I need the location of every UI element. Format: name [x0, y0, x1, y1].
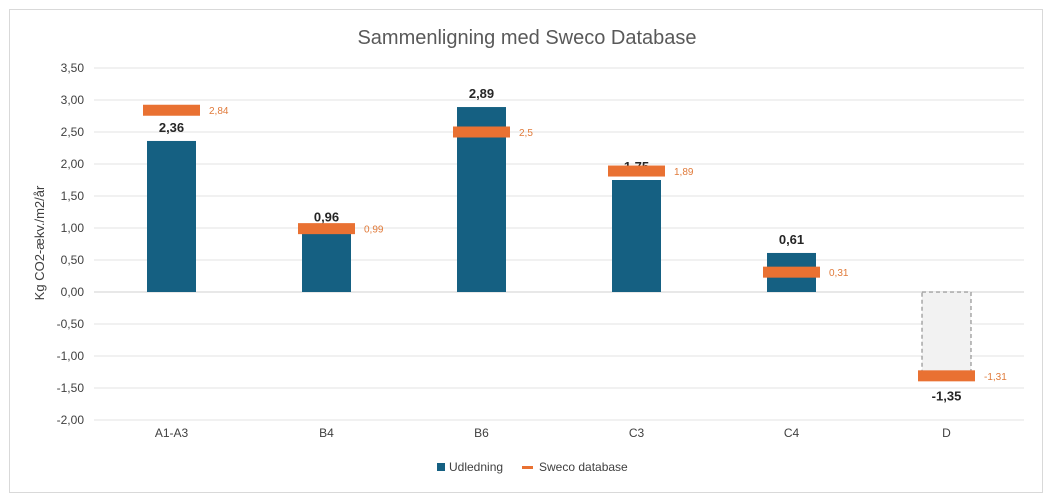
marker-sweco-database: [918, 370, 975, 382]
y-tick-label: -0,50: [57, 317, 85, 331]
data-label-udledning: 0,96: [314, 210, 339, 225]
marker-sweco-database: [453, 126, 510, 138]
marker-sweco-database: [143, 104, 200, 116]
chart-frame: Sammenligning med Sweco Database Kg CO2-…: [9, 9, 1043, 493]
data-label-sweco-database: 2,84: [209, 106, 229, 117]
chart-svg: Sammenligning med Sweco Database Kg CO2-…: [32, 27, 1024, 474]
x-tick-label: C4: [784, 426, 800, 440]
y-tick-label: -1,50: [57, 381, 85, 395]
y-tick-label: 0,00: [61, 285, 85, 299]
data-label-sweco-database: 1,89: [674, 167, 694, 178]
data-label-sweco-database: 2,5: [519, 128, 533, 139]
y-tick-label: 1,50: [61, 189, 85, 203]
legend-label-sweco-database: Sweco database: [539, 460, 628, 474]
y-axis-title: Kg CO2-ækv./m2/år: [32, 185, 47, 300]
x-tick-labels: A1-A3 B4 B6 C3 C4 D: [155, 426, 951, 440]
y-tick-label: 2,50: [61, 125, 85, 139]
chart-title: Sammenligning med Sweco Database: [357, 27, 696, 49]
legend-swatch-sweco-database: [522, 466, 533, 469]
data-label-udledning: 2,36: [159, 120, 184, 135]
data-label-udledning: 2,89: [469, 86, 494, 101]
y-tick-label: 2,00: [61, 157, 85, 171]
x-tick-label: C3: [629, 426, 645, 440]
x-tick-label: A1-A3: [155, 426, 189, 440]
marker-sweco-database: [298, 223, 355, 235]
x-tick-label: B4: [319, 426, 334, 440]
legend-swatch-udledning: [437, 463, 445, 471]
legend: Udledning Sweco database: [437, 460, 628, 474]
gridlines: [94, 67, 1024, 421]
y-tick-label: 1,00: [61, 221, 85, 235]
bar-udledning: [457, 107, 506, 292]
marker-sweco-database: [763, 266, 820, 278]
bar-udledning: [147, 140, 196, 292]
y-tick-label: -1,00: [57, 349, 85, 363]
data-label-sweco-database: 0,31: [829, 268, 849, 279]
y-tick-label: -2,00: [57, 413, 85, 427]
markers-sweco-database: 2,84 0,99 2,5 1,89 0,31 -1,31: [143, 104, 1007, 383]
y-tick-labels: 3,50 3,00 2,50 2,00 1,50 1,00 0,50 0,00 -0,50 -1,…: [57, 61, 85, 427]
bar-udledning: [612, 180, 661, 292]
legend-label-udledning: Udledning: [449, 460, 503, 474]
x-tick-label: B6: [474, 426, 489, 440]
y-tick-label: 0,50: [61, 253, 85, 267]
bar-udledning: [302, 230, 351, 292]
y-tick-label: 3,00: [61, 93, 85, 107]
data-label-sweco-database: 0,99: [364, 225, 384, 236]
bars-udledning: 2,360,962,891,750,61-1,35: [147, 86, 972, 403]
x-tick-label: D: [942, 426, 951, 440]
data-label-sweco-database: -1,31: [984, 372, 1007, 383]
bar-udledning: [921, 291, 972, 379]
data-label-udledning: 0,61: [779, 232, 804, 247]
y-tick-label: 3,50: [61, 61, 85, 75]
marker-sweco-database: [608, 165, 665, 177]
data-label-udledning: -1,35: [932, 388, 962, 403]
